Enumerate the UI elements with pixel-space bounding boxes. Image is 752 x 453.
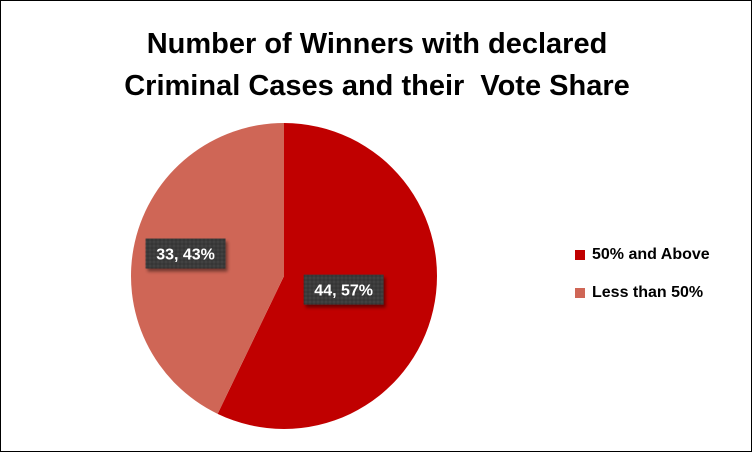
legend-item-less-than-50: Less than 50%: [575, 283, 710, 303]
chart-title: Number of Winners with declared Criminal…: [1, 23, 752, 107]
legend-label-50-and-above: 50% and Above: [592, 246, 710, 263]
data-label-text-0: 44, 57%: [314, 283, 373, 300]
legend-swatch-less-than-50: [575, 288, 585, 298]
data-label-1: 33, 43%: [145, 238, 226, 269]
legend: 50% and Above Less than 50%: [575, 245, 710, 321]
chart-title-line-1: Number of Winners with declared: [146, 28, 608, 60]
pie-slices: [131, 123, 438, 429]
pie-data-labels: 44, 57% 33, 43%: [145, 238, 384, 305]
data-label-0: 44, 57%: [303, 274, 384, 305]
data-label-box-1: [145, 238, 226, 269]
legend-item-50-and-above: 50% and Above: [575, 245, 710, 265]
chart-title-line-2: Criminal Cases and their Vote Share: [124, 70, 630, 102]
data-label-box-0: [303, 274, 384, 305]
legend-label-less-than-50: Less than 50%: [592, 284, 704, 301]
data-label-text-1: 33, 43%: [156, 247, 215, 264]
legend-swatch-50-and-above: [575, 250, 585, 260]
